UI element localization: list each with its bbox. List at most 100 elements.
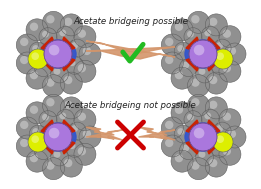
Circle shape xyxy=(184,28,202,46)
Circle shape xyxy=(182,62,189,69)
Circle shape xyxy=(191,78,200,87)
Circle shape xyxy=(175,105,183,114)
Circle shape xyxy=(69,59,75,66)
Polygon shape xyxy=(58,137,75,154)
Circle shape xyxy=(60,155,82,177)
Circle shape xyxy=(171,19,193,41)
Circle shape xyxy=(43,11,64,33)
Circle shape xyxy=(171,150,193,172)
Circle shape xyxy=(187,11,209,33)
Circle shape xyxy=(191,161,200,170)
Circle shape xyxy=(199,68,205,75)
Circle shape xyxy=(194,45,204,55)
Circle shape xyxy=(56,109,74,127)
Circle shape xyxy=(46,161,55,170)
Circle shape xyxy=(165,139,173,147)
Circle shape xyxy=(71,125,78,132)
Circle shape xyxy=(49,128,60,138)
Circle shape xyxy=(209,18,217,26)
Circle shape xyxy=(195,65,213,83)
Circle shape xyxy=(83,47,91,55)
Circle shape xyxy=(56,26,74,44)
Polygon shape xyxy=(139,127,175,140)
Circle shape xyxy=(78,112,86,121)
Circle shape xyxy=(165,121,173,129)
Circle shape xyxy=(78,29,86,38)
Circle shape xyxy=(187,94,209,116)
Circle shape xyxy=(16,52,38,74)
Circle shape xyxy=(161,52,183,74)
Circle shape xyxy=(31,52,39,60)
Circle shape xyxy=(79,43,101,65)
Circle shape xyxy=(191,98,200,106)
Circle shape xyxy=(49,45,60,55)
Circle shape xyxy=(213,59,221,66)
Polygon shape xyxy=(186,54,203,71)
Circle shape xyxy=(54,68,60,75)
Circle shape xyxy=(30,71,38,79)
Circle shape xyxy=(216,52,224,60)
Circle shape xyxy=(223,112,231,121)
Circle shape xyxy=(30,22,38,31)
Circle shape xyxy=(209,159,217,167)
Polygon shape xyxy=(58,120,75,137)
Circle shape xyxy=(161,117,183,139)
Circle shape xyxy=(64,76,72,84)
Circle shape xyxy=(219,60,241,82)
Circle shape xyxy=(46,98,55,106)
Circle shape xyxy=(219,109,241,131)
Circle shape xyxy=(209,101,217,109)
Circle shape xyxy=(175,154,183,162)
Circle shape xyxy=(51,148,68,166)
Polygon shape xyxy=(58,37,75,54)
Circle shape xyxy=(60,97,82,119)
Polygon shape xyxy=(203,37,220,54)
Circle shape xyxy=(224,126,246,148)
Circle shape xyxy=(187,31,194,38)
Circle shape xyxy=(46,78,55,87)
Circle shape xyxy=(199,151,205,158)
Circle shape xyxy=(68,122,86,140)
Circle shape xyxy=(161,135,183,157)
Circle shape xyxy=(204,112,211,119)
Circle shape xyxy=(16,34,38,56)
Circle shape xyxy=(42,31,49,38)
Ellipse shape xyxy=(40,123,76,151)
Circle shape xyxy=(29,42,47,60)
Polygon shape xyxy=(86,41,175,59)
Polygon shape xyxy=(86,127,122,140)
Circle shape xyxy=(43,158,64,180)
Circle shape xyxy=(216,135,224,143)
Circle shape xyxy=(37,145,44,152)
Circle shape xyxy=(175,71,183,79)
Circle shape xyxy=(179,59,197,77)
Circle shape xyxy=(66,139,84,157)
Circle shape xyxy=(211,56,229,74)
Circle shape xyxy=(211,139,229,157)
Circle shape xyxy=(60,72,82,94)
Polygon shape xyxy=(186,37,203,54)
Circle shape xyxy=(32,128,39,135)
Circle shape xyxy=(64,101,72,109)
Circle shape xyxy=(31,135,39,143)
Circle shape xyxy=(64,159,72,167)
Polygon shape xyxy=(186,137,203,154)
Circle shape xyxy=(219,143,241,165)
Circle shape xyxy=(34,59,52,77)
Circle shape xyxy=(223,64,231,72)
Ellipse shape xyxy=(185,123,221,151)
Circle shape xyxy=(74,60,96,82)
Circle shape xyxy=(78,64,86,72)
Circle shape xyxy=(43,94,64,116)
Text: Acetate bridgeing possible: Acetate bridgeing possible xyxy=(73,18,188,26)
Circle shape xyxy=(224,43,246,65)
Circle shape xyxy=(223,29,231,38)
Polygon shape xyxy=(203,137,220,154)
Circle shape xyxy=(68,39,86,57)
Circle shape xyxy=(39,111,57,129)
Circle shape xyxy=(216,125,223,132)
Circle shape xyxy=(74,143,96,165)
Circle shape xyxy=(34,142,52,160)
Circle shape xyxy=(213,39,231,57)
Polygon shape xyxy=(41,37,58,54)
